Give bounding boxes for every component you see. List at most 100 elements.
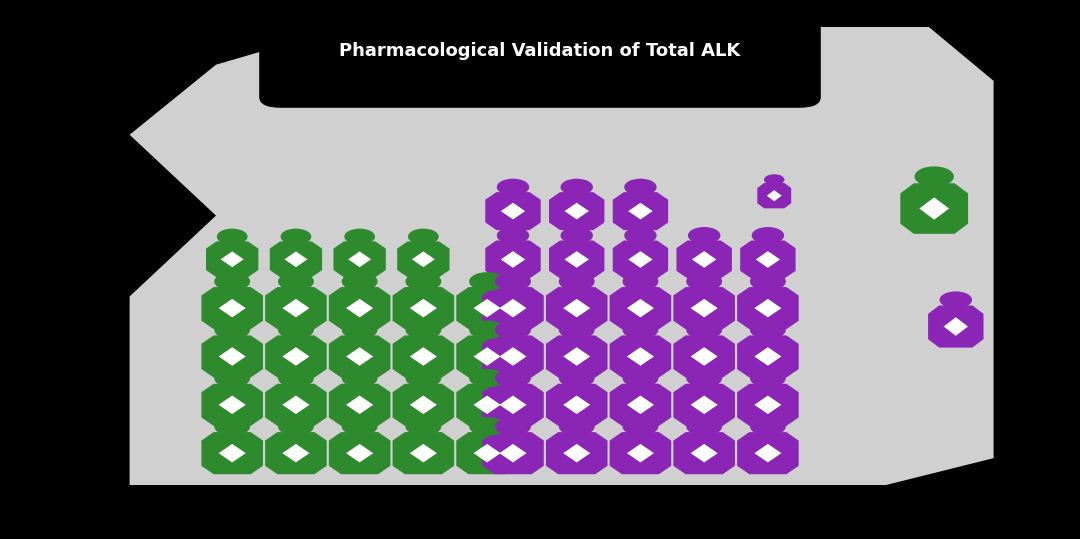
Polygon shape (565, 251, 589, 268)
Circle shape (496, 273, 530, 290)
Polygon shape (626, 299, 654, 317)
Polygon shape (329, 384, 391, 426)
Circle shape (215, 273, 249, 290)
Polygon shape (348, 251, 372, 267)
Polygon shape (346, 347, 374, 366)
Polygon shape (609, 287, 671, 329)
Polygon shape (473, 299, 501, 317)
Polygon shape (754, 444, 782, 462)
Circle shape (406, 370, 441, 387)
Polygon shape (266, 335, 327, 377)
Circle shape (623, 418, 658, 435)
Circle shape (496, 321, 530, 338)
Polygon shape (346, 396, 374, 414)
Circle shape (765, 175, 784, 184)
Polygon shape (501, 251, 525, 268)
Circle shape (687, 418, 721, 435)
Polygon shape (482, 384, 543, 426)
Polygon shape (549, 192, 605, 230)
Circle shape (406, 418, 441, 435)
Polygon shape (674, 287, 734, 329)
Polygon shape (457, 384, 518, 426)
Polygon shape (284, 251, 308, 267)
Circle shape (279, 321, 313, 338)
Circle shape (406, 321, 441, 338)
Polygon shape (201, 287, 264, 329)
Polygon shape (393, 335, 455, 377)
Polygon shape (740, 240, 796, 279)
Circle shape (689, 228, 719, 243)
Polygon shape (411, 251, 435, 267)
Circle shape (751, 418, 785, 435)
Polygon shape (499, 299, 527, 317)
Polygon shape (692, 251, 716, 268)
Polygon shape (609, 335, 671, 377)
Circle shape (470, 273, 504, 290)
Polygon shape (629, 251, 652, 268)
Circle shape (215, 418, 249, 435)
Polygon shape (201, 335, 264, 377)
Circle shape (753, 228, 783, 243)
Polygon shape (626, 396, 654, 414)
Polygon shape (473, 347, 501, 366)
Circle shape (406, 273, 441, 290)
Polygon shape (609, 432, 671, 474)
Polygon shape (201, 384, 264, 426)
Polygon shape (282, 347, 310, 366)
Circle shape (687, 370, 721, 387)
Circle shape (470, 370, 504, 387)
Polygon shape (754, 299, 782, 317)
Circle shape (751, 370, 785, 387)
Polygon shape (220, 251, 244, 267)
Polygon shape (737, 287, 799, 329)
Circle shape (559, 321, 594, 338)
Circle shape (562, 228, 592, 243)
Polygon shape (482, 287, 543, 329)
Text: Pharmacological Validation of Total ALK: Pharmacological Validation of Total ALK (339, 42, 741, 60)
Polygon shape (737, 335, 799, 377)
Polygon shape (629, 203, 652, 219)
Polygon shape (546, 335, 607, 377)
Polygon shape (409, 444, 437, 462)
Circle shape (941, 292, 971, 308)
Polygon shape (393, 287, 455, 329)
Circle shape (345, 229, 375, 244)
Circle shape (342, 370, 377, 387)
Polygon shape (409, 396, 437, 414)
Circle shape (498, 179, 528, 195)
Circle shape (498, 228, 528, 243)
Polygon shape (676, 240, 732, 279)
FancyBboxPatch shape (0, 485, 1080, 539)
Polygon shape (690, 347, 718, 366)
Circle shape (342, 273, 377, 290)
Polygon shape (485, 240, 541, 279)
Circle shape (470, 321, 504, 338)
Polygon shape (754, 396, 782, 414)
Polygon shape (757, 183, 792, 208)
Polygon shape (409, 347, 437, 366)
Polygon shape (397, 241, 449, 277)
Polygon shape (690, 299, 718, 317)
Polygon shape (282, 396, 310, 414)
Polygon shape (546, 287, 607, 329)
Circle shape (559, 418, 594, 435)
Circle shape (279, 370, 313, 387)
Polygon shape (201, 432, 264, 474)
Polygon shape (612, 192, 669, 230)
Polygon shape (609, 384, 671, 426)
Polygon shape (270, 241, 322, 277)
Circle shape (687, 273, 721, 290)
Polygon shape (690, 396, 718, 414)
Circle shape (217, 229, 247, 244)
Circle shape (559, 273, 594, 290)
Circle shape (623, 273, 658, 290)
Polygon shape (485, 192, 541, 230)
Polygon shape (756, 251, 780, 268)
Polygon shape (499, 347, 527, 366)
Polygon shape (928, 306, 984, 348)
Polygon shape (346, 444, 374, 462)
Polygon shape (690, 444, 718, 462)
Polygon shape (282, 299, 310, 317)
Polygon shape (130, 27, 994, 496)
Polygon shape (457, 335, 518, 377)
